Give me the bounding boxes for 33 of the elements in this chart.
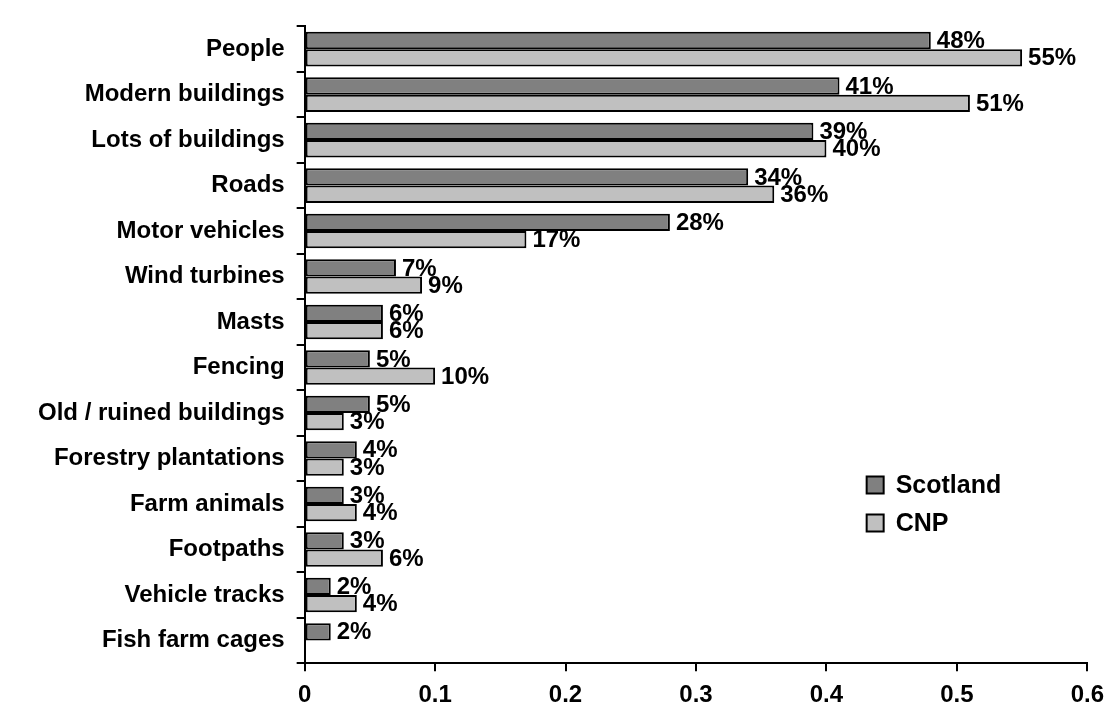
x-tick-label: 0.3 bbox=[679, 680, 713, 708]
y-tick-label: Modern buildings bbox=[84, 79, 285, 107]
y-tick-label: Fencing bbox=[192, 352, 285, 380]
data-label: 28% bbox=[675, 208, 724, 236]
x-tick-label: 0.1 bbox=[418, 680, 452, 708]
data-label: 55% bbox=[1028, 43, 1077, 71]
y-tick-label: People bbox=[205, 33, 285, 61]
x-tick-label: 0.5 bbox=[940, 680, 974, 708]
data-label: 5% bbox=[375, 344, 411, 372]
data-label: 2% bbox=[336, 617, 372, 645]
y-tick-label: Old / ruined buildings bbox=[38, 397, 285, 425]
data-label: 3% bbox=[349, 526, 385, 554]
legend-label: CNP bbox=[895, 507, 949, 536]
y-tick-label: Fish farm cages bbox=[101, 625, 285, 653]
legend-label: Scotland bbox=[895, 469, 1002, 498]
y-tick-label: Masts bbox=[216, 306, 285, 334]
data-label: 41% bbox=[845, 71, 894, 99]
x-tick-label: 0.2 bbox=[548, 680, 583, 708]
y-tick-label: Wind turbines bbox=[124, 261, 285, 289]
data-label: 51% bbox=[975, 88, 1024, 116]
data-label: 6% bbox=[388, 543, 424, 571]
x-tick-label: 0 bbox=[297, 680, 312, 708]
data-label: 10% bbox=[441, 361, 490, 389]
data-label: 48% bbox=[936, 26, 985, 54]
y-tick-label: Vehicle tracks bbox=[124, 579, 285, 607]
y-tick-label: Farm animals bbox=[129, 488, 285, 516]
x-tick-label: 0.4 bbox=[809, 680, 844, 708]
y-tick-label: Lots of buildings bbox=[91, 124, 285, 152]
y-tick-label: Motor vehicles bbox=[116, 215, 285, 243]
y-tick-label: Forestry plantations bbox=[53, 443, 285, 471]
y-tick-label: Footpaths bbox=[168, 534, 285, 562]
x-tick-label: 0.6 bbox=[1070, 680, 1105, 708]
y-tick-label: Roads bbox=[211, 170, 285, 198]
